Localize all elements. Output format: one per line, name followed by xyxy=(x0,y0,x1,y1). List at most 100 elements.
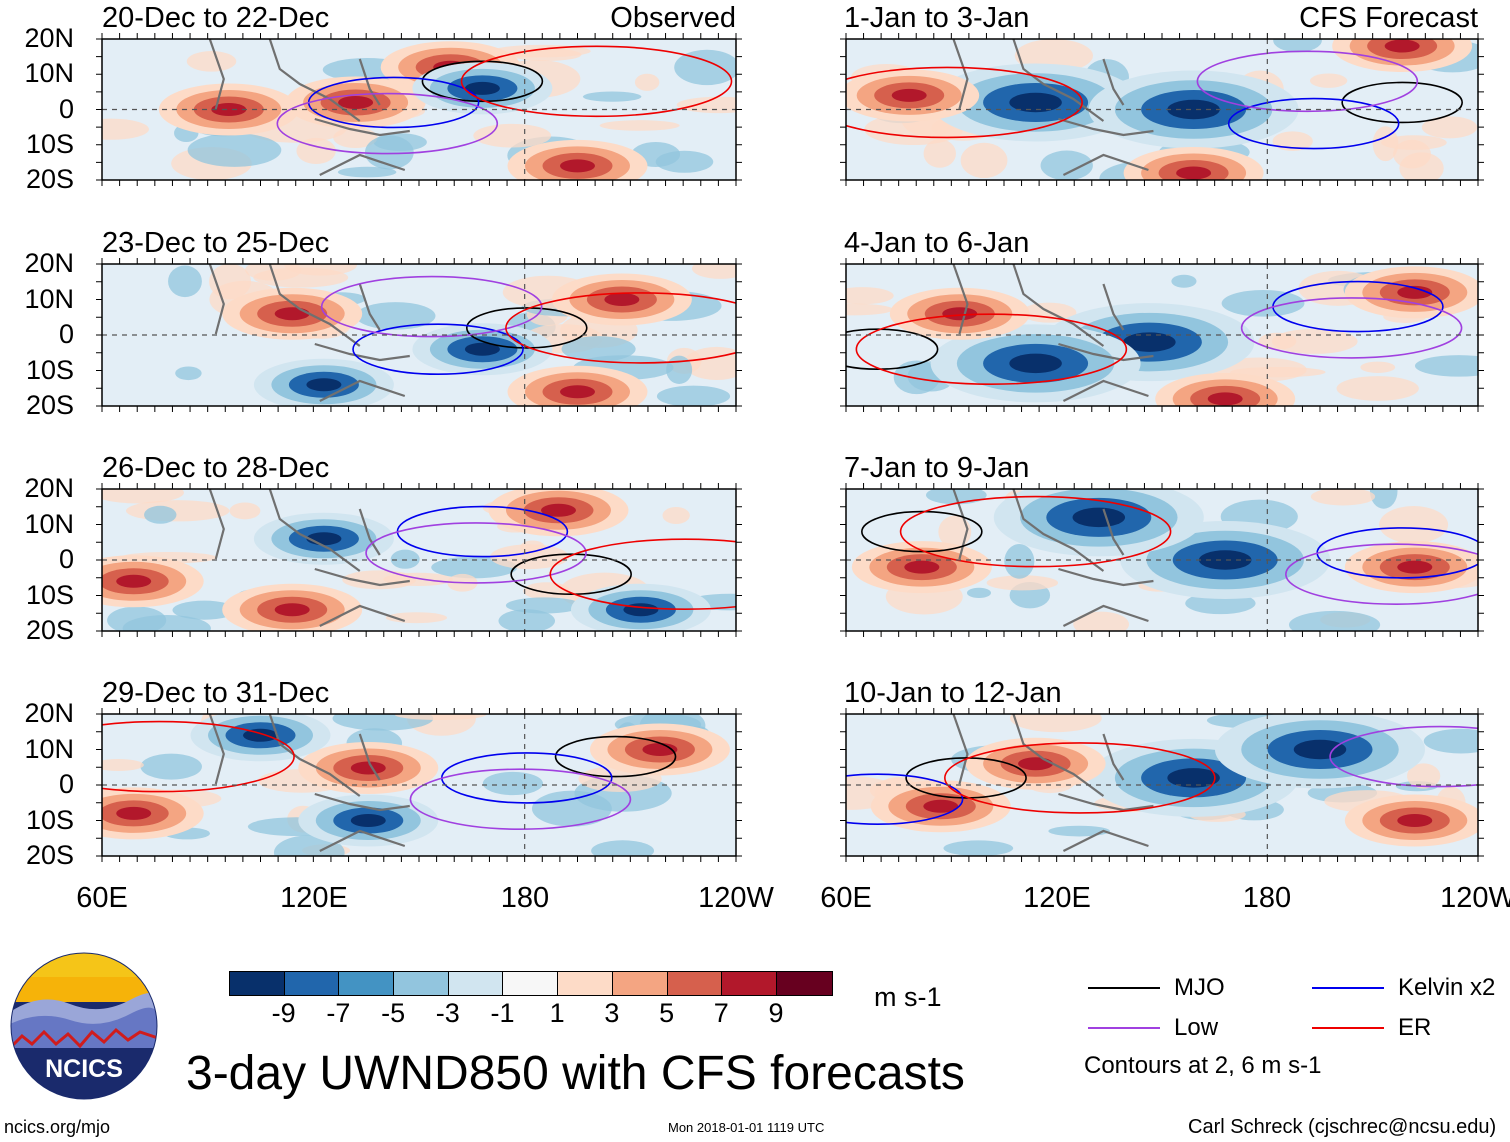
y-axis-label: 10S xyxy=(25,128,74,159)
contour-line xyxy=(944,742,1216,814)
anomaly-patch xyxy=(1336,376,1419,401)
anomaly-patch xyxy=(923,139,956,168)
legend-swatch xyxy=(1312,987,1384,989)
colorbar-tick-label: 9 xyxy=(768,998,784,1028)
y-axis-label: 10N xyxy=(24,733,74,764)
anomaly-patch xyxy=(656,385,731,406)
colorbar-tick-label: -1 xyxy=(490,998,515,1028)
x-label-60e-left: 60E xyxy=(76,882,128,914)
footer-website[interactable]: ncics.org/mjo xyxy=(4,1117,111,1137)
anomaly-patch xyxy=(1040,150,1093,180)
anomaly-patch xyxy=(846,287,894,305)
panel-date-label: 29-Dec to 31-Dec xyxy=(102,677,330,709)
anomaly-patch xyxy=(1414,355,1478,377)
ncics-logo: NCICS xyxy=(10,952,158,1100)
contour-line xyxy=(554,735,677,778)
panel-observed-3: 26-Dec to 28-Dec xyxy=(0,450,760,670)
anomaly-patch xyxy=(140,753,202,780)
anomaly-patch xyxy=(187,133,282,167)
contour-line xyxy=(846,328,939,370)
legend-kelvin: Kelvin x2 xyxy=(1312,976,1495,1000)
anomaly-core xyxy=(560,159,595,173)
anomaly-patch xyxy=(966,587,992,599)
anomaly-patch xyxy=(943,840,1014,856)
x-label-180-right: 180 xyxy=(1242,882,1292,914)
map-panel xyxy=(840,33,1484,186)
y-axis-label: 10S xyxy=(25,354,74,385)
anomaly-patch xyxy=(168,265,202,298)
forecast-tag: CFS Forecast xyxy=(1299,2,1478,34)
coastline xyxy=(208,264,410,402)
contour-line xyxy=(1240,297,1463,359)
x-label-120e-left: 120E xyxy=(280,882,348,914)
anomaly-core xyxy=(274,603,310,617)
x-label-120w-right: 120W xyxy=(1440,882,1510,914)
anomaly-patch xyxy=(490,544,569,570)
anomaly-core xyxy=(540,503,576,517)
anomaly-patch xyxy=(599,120,680,131)
y-axis-label: 0 xyxy=(58,544,74,574)
panel-date-label: 10-Jan to 12-Jan xyxy=(844,677,1062,709)
anomaly-core xyxy=(1293,739,1347,760)
anomaly-patch xyxy=(1423,728,1478,754)
contour-line xyxy=(365,522,587,584)
anomaly-core xyxy=(923,799,959,813)
legend-swatch xyxy=(1088,1027,1160,1029)
contour-line xyxy=(855,313,1128,386)
y-axis-label: 20S xyxy=(25,840,74,870)
anomaly-patch xyxy=(1221,289,1305,317)
contour-line xyxy=(1196,50,1419,113)
contour-line xyxy=(276,92,499,155)
contour-line xyxy=(1341,81,1463,124)
anomaly-core xyxy=(1167,768,1220,788)
anomaly-core xyxy=(891,88,927,102)
anomaly-patch xyxy=(531,790,612,827)
colorbar-swatch xyxy=(722,972,777,995)
y-axis-label: 20N xyxy=(24,248,74,278)
panel-date-label: 7-Jan to 9-Jan xyxy=(844,452,1030,484)
anomaly-patch xyxy=(102,489,184,504)
map-panel xyxy=(840,483,1484,637)
anomaly-patch xyxy=(1288,610,1381,631)
main-title: 3-day UWND850 with CFS forecasts xyxy=(186,1047,965,1100)
coastline xyxy=(952,489,1154,627)
x-label-120e-right: 120E xyxy=(1023,882,1091,914)
panel-date-label: 26-Dec to 28-Dec xyxy=(102,452,330,484)
anomaly-core xyxy=(306,378,342,392)
wind-anomaly-maps xyxy=(96,33,1484,862)
x-label-60e-right: 60E xyxy=(820,882,872,914)
anomaly-core xyxy=(464,342,500,356)
anomaly-patch xyxy=(582,91,642,102)
anomaly-patch xyxy=(893,360,940,395)
anomaly-patch xyxy=(492,44,591,58)
x-label-180-left: 180 xyxy=(500,882,550,914)
y-axis-label: 0 xyxy=(58,769,74,799)
anomaly-patch xyxy=(1048,825,1110,837)
panel-observed-1: 20-Dec to 22-Dec Observed xyxy=(0,0,760,220)
panel-forecast-2: 4-Jan to 6-Jan xyxy=(760,225,1510,445)
anomaly-patch xyxy=(1369,489,1398,509)
anomaly-patch xyxy=(1379,506,1449,544)
contour-line xyxy=(465,307,588,349)
contour-line xyxy=(460,45,733,118)
anomaly-patch xyxy=(229,502,261,520)
anomaly-core xyxy=(623,603,659,617)
anomaly-core xyxy=(243,728,278,742)
anomaly-patch xyxy=(498,609,556,631)
colorbar-swatch xyxy=(503,972,559,995)
anomaly-patch xyxy=(1010,714,1102,733)
y-axis-label: 10S xyxy=(25,579,74,610)
anomaly-patch xyxy=(175,366,202,381)
y-axis-label: 10S xyxy=(25,804,74,835)
anomaly-patch xyxy=(683,346,736,381)
colorbar-tick-label: 5 xyxy=(659,998,675,1028)
coastline xyxy=(208,39,410,176)
colorbar-swatch xyxy=(284,972,340,995)
anomaly-patch xyxy=(691,264,736,279)
map-panel xyxy=(840,708,1484,862)
anomaly-patch xyxy=(938,515,972,548)
anomaly-patch xyxy=(1360,361,1396,373)
colorbar-swatch xyxy=(776,972,832,995)
anomaly-patch xyxy=(1171,274,1197,288)
contour-line xyxy=(102,720,295,793)
